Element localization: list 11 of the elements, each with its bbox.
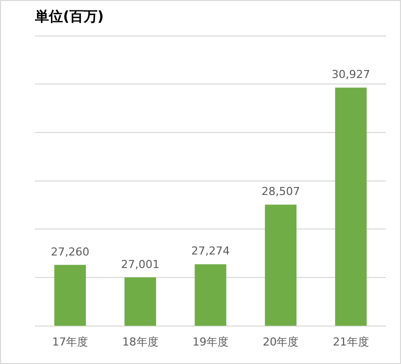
x-tick-label: 19年度 <box>192 335 228 348</box>
x-tick-label: 17年度 <box>52 335 88 348</box>
data-label: 28,507 <box>261 184 300 198</box>
x-tick-label: 20年度 <box>262 335 299 348</box>
data-label: 27,260 <box>50 245 90 258</box>
x-tick-label: 18年度 <box>122 335 158 348</box>
chart-title: 単位(百万) <box>34 9 104 26</box>
data-label: 27,001 <box>121 258 160 271</box>
data-label: 27,274 <box>191 244 230 258</box>
data-label: 30,927 <box>332 68 370 82</box>
x-tick-label: 21年度 <box>332 335 369 348</box>
